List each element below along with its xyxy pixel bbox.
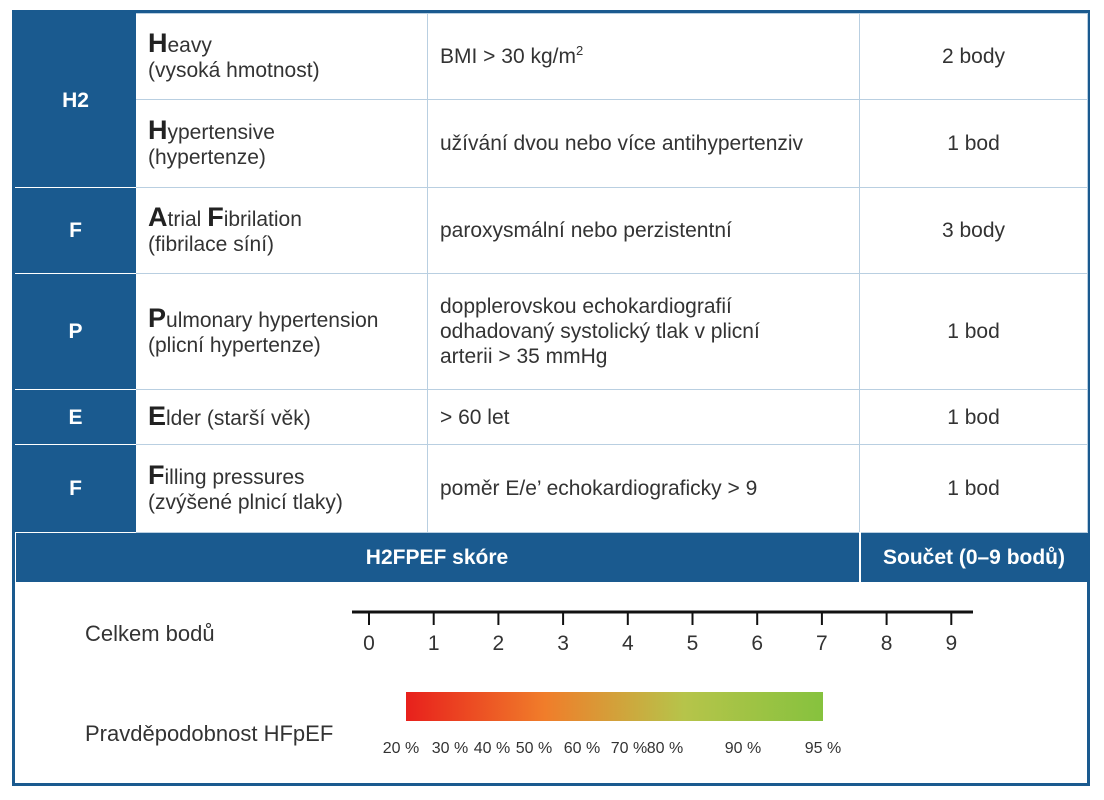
tick-label: 0 [363, 632, 375, 655]
criterion-name: Atrial Fibrilation (fibrilace síní) [135, 187, 428, 274]
row-code: F [15, 187, 136, 274]
criterion-value: dopplerovskou echokardiografií odhadovan… [427, 273, 860, 390]
criterion-name: Pulmonary hypertension (plicní hypertenz… [135, 273, 428, 390]
score-table: H2 Heavy (vysoká hmotnost) BMI > 30 kg/m… [15, 13, 1088, 582]
tick-label: 5 [686, 632, 699, 655]
probability-label-item: 80 % [646, 740, 684, 757]
tick-label: 7 [816, 632, 828, 655]
points-value: 1 bod [859, 389, 1088, 445]
criterion-value: BMI > 30 kg/m2 [427, 13, 860, 100]
probability-label-item: 70 % [610, 740, 648, 757]
criterion-name: Elder (starší věk) [135, 389, 428, 445]
tick-label: 9 [945, 632, 958, 655]
tick-label: 1 [427, 632, 440, 655]
probability-label-item: 40 % [473, 740, 511, 757]
row-code: F [15, 444, 136, 533]
row-code: P [15, 273, 136, 390]
row-code: H2 [15, 13, 136, 188]
criterion-value: paroxysmální nebo perzistentní [427, 187, 860, 274]
criterion-name: Heavy (vysoká hmotnost) [135, 13, 428, 100]
scale-axis [352, 610, 973, 721]
probability-gradient-bar [406, 692, 823, 721]
table-row: Hypertensive (hypertenze) užívání dvou n… [16, 99, 1088, 188]
probability-label-item: 50 % [515, 740, 553, 757]
summary-row: H2FPEF skóre Součet (0–9 bodů) [15, 532, 1088, 582]
criterion-value: poměr E/e’ echokardiograficky > 9 [427, 444, 860, 533]
probability-label-item: 90 % [724, 740, 762, 757]
table-row: F Atrial Fibrilation (fibrilace síní) pa… [15, 187, 1088, 274]
points-value: 1 bod [859, 99, 1088, 188]
points-label: Celkem bodů [85, 621, 215, 646]
row-code: E [15, 389, 136, 445]
table-row: F Filling pressures (zvýšené plnicí tlak… [15, 444, 1088, 533]
tick-label: 3 [557, 632, 569, 655]
table-row: H2 Heavy (vysoká hmotnost) BMI > 30 kg/m… [15, 13, 1088, 188]
table-row: P Pulmonary hypertension (plicní hyperte… [15, 273, 1088, 390]
probability-label-item: 60 % [563, 740, 601, 757]
sum-label: Součet (0–9 bodů) [858, 532, 1088, 582]
points-value: 3 body [859, 187, 1088, 274]
criterion-value: užívání dvou nebo více antihypertenziv [427, 99, 860, 188]
probability-label-item: 30 % [431, 740, 469, 757]
points-probability-scale: Celkem bodů Pravděpodobnost HFpEF 0 1 2 3 4 5… [15, 581, 1087, 783]
score-label: H2FPEF skóre [15, 532, 860, 582]
points-value: 2 body [859, 13, 1088, 100]
probability-label-item: 20 % [382, 740, 420, 757]
tick-label: 6 [751, 632, 764, 655]
probability-label: Pravděpodobnost HFpEF [85, 721, 334, 746]
points-value: 1 bod [859, 273, 1088, 390]
tick-label: 2 [492, 632, 505, 655]
criterion-name: Hypertensive (hypertenze) [135, 99, 428, 188]
points-value: 1 bod [859, 444, 1088, 533]
tick-label: 8 [880, 632, 893, 655]
criterion-name: Filling pressures (zvýšené plnicí tlaky) [135, 444, 428, 533]
tick-label: 4 [621, 632, 634, 655]
table-row: E Elder (starší věk) > 60 let 1 bod [15, 389, 1088, 445]
criterion-value: > 60 let [427, 389, 860, 445]
probability-label-item: 95 % [804, 740, 842, 757]
h2fpef-score-figure: H2 Heavy (vysoká hmotnost) BMI > 30 kg/m… [12, 10, 1090, 786]
